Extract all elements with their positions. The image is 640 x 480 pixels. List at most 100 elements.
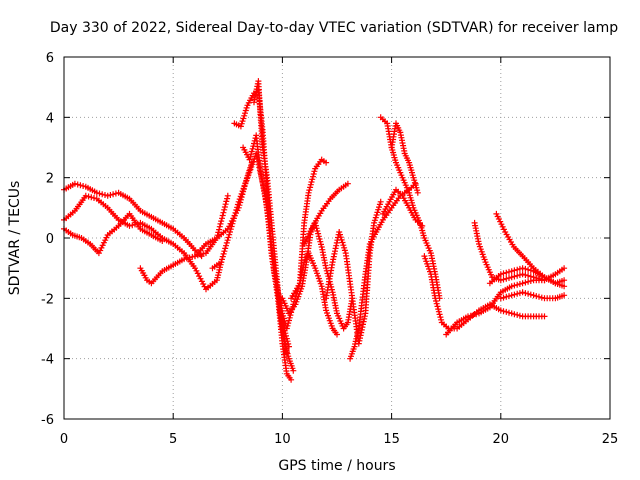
data-series-s17 [388, 120, 421, 196]
data-series-s12 [288, 156, 330, 302]
data-point-marker [508, 310, 515, 317]
data-point-marker [248, 148, 255, 155]
data-point-marker [241, 112, 248, 119]
data-point-marker [223, 239, 230, 246]
data-point-marker [310, 171, 317, 177]
data-point-marker [522, 272, 529, 278]
data-point-marker [516, 290, 523, 297]
data-point-marker [527, 267, 534, 274]
data-point-marker [519, 271, 526, 278]
data-point-marker [514, 272, 521, 279]
data-point-marker [71, 180, 78, 187]
x-tick-label: 20 [493, 432, 510, 447]
data-point-marker [527, 291, 534, 298]
data-point-marker [231, 215, 237, 222]
data-point-marker [525, 272, 532, 279]
y-tick-label: 6 [46, 51, 54, 66]
data-point-marker [506, 293, 512, 300]
data-point-marker [248, 151, 255, 158]
data-series-s15 [347, 180, 419, 362]
data-point-marker [200, 250, 207, 257]
data-series-s3 [61, 210, 166, 257]
data-point-marker [244, 174, 251, 181]
data-series-s18 [379, 186, 426, 229]
data-point-marker [240, 185, 247, 192]
data-point-marker [525, 278, 532, 285]
data-point-marker [224, 192, 231, 199]
data-point-marker [541, 313, 548, 320]
data-point-marker [503, 275, 510, 282]
data-point-marker [306, 187, 313, 194]
data-point-marker [508, 292, 515, 299]
data-point-marker [220, 209, 227, 216]
data-point-marker [219, 253, 226, 260]
data-point-marker [246, 169, 253, 176]
data-point-marker [536, 275, 542, 282]
data-point-marker [286, 317, 292, 324]
data-point-marker [227, 226, 234, 233]
data-point-marker [506, 268, 512, 275]
data-point-marker [436, 311, 443, 318]
data-point-marker [561, 277, 568, 284]
data-point-marker [107, 192, 114, 198]
data-point-marker [511, 291, 518, 298]
x-tick-label: 0 [60, 432, 68, 447]
data-point-marker [437, 314, 444, 321]
data-point-marker [305, 189, 312, 196]
data-point-marker [247, 166, 254, 173]
data-point-marker [216, 226, 223, 233]
data-point-marker [186, 254, 193, 261]
data-point-marker [317, 238, 324, 245]
data-point-marker [377, 198, 384, 205]
data-point-marker [218, 259, 225, 266]
data-point-marker [341, 247, 348, 254]
data-point-marker [438, 316, 445, 323]
data-point-marker [307, 181, 314, 188]
data-point-marker [181, 256, 188, 263]
data-point-marker [514, 281, 521, 288]
data-point-marker [237, 123, 244, 130]
data-point-marker [226, 231, 233, 238]
y-tick-label: -6 [41, 413, 54, 428]
data-point-marker [533, 293, 540, 300]
data-point-marker [519, 280, 526, 287]
y-tick-label: 4 [46, 111, 54, 126]
data-point-marker [503, 269, 510, 276]
chart-title: Day 330 of 2022, Sidereal Day-to-day VTE… [50, 20, 618, 36]
data-point-marker [242, 110, 248, 117]
data-point-marker [516, 312, 523, 319]
data-point-marker [104, 192, 111, 199]
axis-ticks: 0 5 10 15 20 25 -6 -4 -2 0 2 4 6 [41, 51, 618, 447]
data-point-marker [245, 172, 252, 178]
data-point-marker [229, 220, 236, 227]
data-point-marker [315, 233, 322, 240]
data-point-marker [315, 230, 322, 237]
data-point-marker [219, 212, 226, 219]
data-point-marker [500, 308, 507, 315]
data-point-marker [530, 274, 537, 281]
data-point-marker [500, 294, 507, 301]
data-point-marker [433, 300, 440, 307]
data-point-marker [85, 193, 92, 200]
data-point-marker [511, 273, 518, 280]
data-series-group [61, 78, 568, 383]
data-point-marker [236, 196, 243, 203]
data-point-marker [514, 266, 521, 273]
data-point-marker [470, 311, 477, 318]
data-point-marker [506, 309, 512, 316]
data-point-marker [220, 250, 227, 257]
data-point-marker [522, 290, 529, 297]
data-point-marker [503, 293, 510, 300]
data-point-marker [310, 173, 316, 180]
data-point-marker [527, 273, 534, 280]
data-point-marker [414, 189, 421, 196]
data-point-marker [533, 275, 540, 281]
data-point-marker [219, 215, 225, 222]
data-point-marker [522, 279, 529, 286]
data-point-marker [189, 253, 196, 260]
data-point-marker [511, 282, 518, 289]
data-point-marker [511, 267, 518, 274]
data-point-marker [516, 272, 523, 278]
data-point-marker [337, 234, 344, 241]
